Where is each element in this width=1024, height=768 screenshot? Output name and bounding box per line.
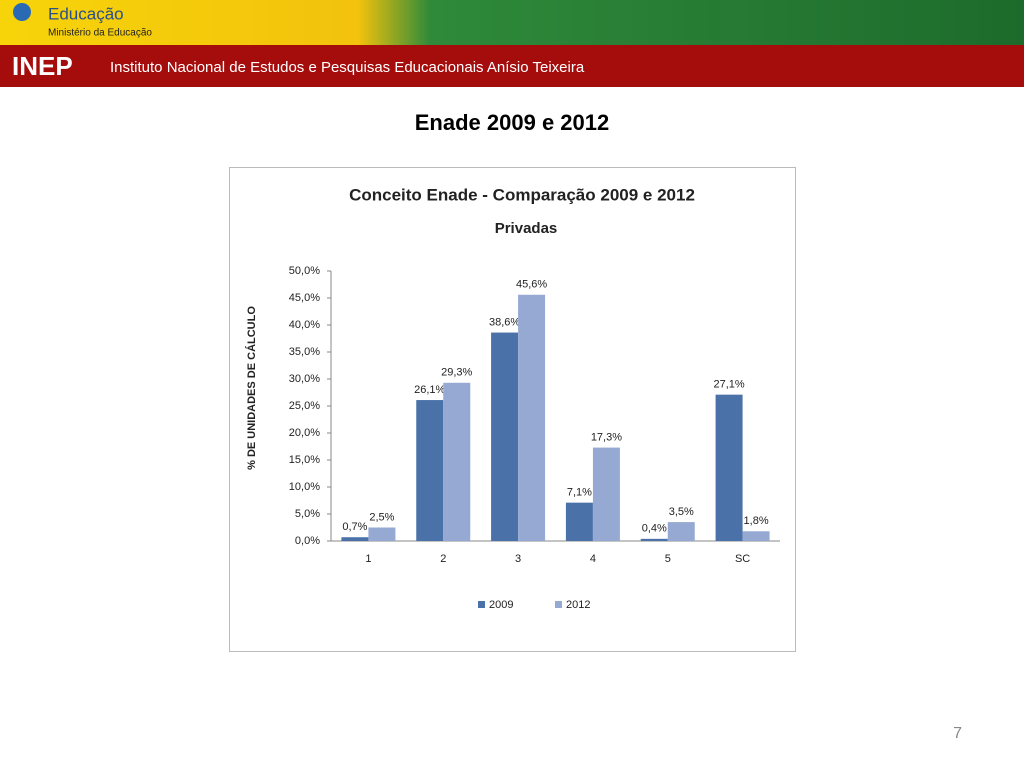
y-tick-label: 50,0%: [289, 265, 320, 277]
x-tick-label: 1: [365, 553, 371, 565]
value-label: 27,1%: [713, 379, 744, 391]
logo-dot: [13, 3, 31, 21]
value-label: 7,1%: [567, 487, 592, 499]
bar: [368, 527, 396, 541]
chart-title: Conceito Enade - Comparação 2009 e 2012: [349, 185, 695, 204]
y-tick-label: 40,0%: [289, 319, 320, 331]
bar: [443, 382, 471, 541]
institute: Instituto Nacional de Estudos e Pesquisa…: [110, 59, 585, 76]
value-label: 26,1%: [414, 384, 445, 396]
bar: [715, 394, 743, 541]
header-band: [0, 0, 1024, 46]
y-axis-label: % DE UNIDADES DE CÁLCULO: [245, 306, 258, 470]
y-tick-label: 20,0%: [289, 427, 320, 439]
ministry: Ministério da Educação: [48, 28, 152, 39]
legend-swatch: [478, 601, 485, 608]
y-tick-label: 10,0%: [289, 481, 320, 493]
x-tick-label: 3: [515, 553, 521, 565]
bar: [592, 447, 620, 541]
slide-title: Enade 2009 e 2012: [415, 110, 609, 135]
x-tick-label: SC: [735, 553, 750, 565]
chart-subtitle: Privadas: [495, 220, 558, 237]
y-tick-label: 30,0%: [289, 373, 320, 385]
y-tick-label: 0,0%: [295, 535, 320, 547]
value-label: 3,5%: [669, 506, 694, 518]
legend-label: 2009: [489, 599, 513, 611]
bar: [640, 538, 668, 541]
bar: [491, 332, 519, 541]
bar: [742, 531, 770, 541]
bar: [518, 294, 546, 541]
legend-label: 2012: [566, 599, 590, 611]
value-label: 29,3%: [441, 367, 472, 379]
bar: [565, 502, 593, 541]
x-tick-label: 5: [665, 553, 671, 565]
value-label: 0,4%: [642, 523, 667, 535]
y-tick-label: 5,0%: [295, 508, 320, 520]
page-number: 7: [953, 725, 962, 742]
value-label: 38,6%: [489, 316, 520, 328]
bar: [341, 537, 369, 541]
value-label: 45,6%: [516, 279, 547, 291]
brand: Educação: [48, 4, 124, 23]
x-tick-label: 4: [590, 553, 596, 565]
value-label: 1,8%: [744, 515, 769, 527]
legend-swatch: [555, 601, 562, 608]
bar: [416, 400, 444, 541]
institute-band: [0, 45, 1024, 87]
bar: [667, 522, 695, 541]
x-tick-label: 2: [440, 553, 446, 565]
y-tick-label: 35,0%: [289, 346, 320, 358]
value-label: 2,5%: [369, 511, 394, 523]
inep-logo: INEP: [12, 51, 73, 81]
y-tick-label: 15,0%: [289, 454, 320, 466]
y-tick-label: 45,0%: [289, 292, 320, 304]
value-label: 0,7%: [342, 521, 367, 533]
value-label: 17,3%: [591, 431, 622, 443]
y-tick-label: 25,0%: [289, 400, 320, 412]
